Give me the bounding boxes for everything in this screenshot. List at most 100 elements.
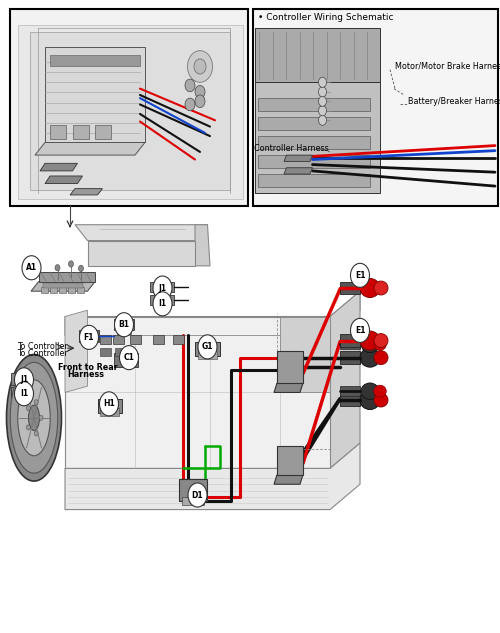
Text: Controller Harness: Controller Harness xyxy=(254,144,329,153)
Bar xyxy=(179,479,206,501)
Ellipse shape xyxy=(360,331,380,350)
Text: B1: B1 xyxy=(118,320,130,329)
Bar xyxy=(252,9,498,206)
Bar xyxy=(155,303,169,308)
Circle shape xyxy=(318,106,326,116)
Ellipse shape xyxy=(374,351,388,365)
Text: C1: C1 xyxy=(124,353,134,362)
Ellipse shape xyxy=(6,354,62,481)
Bar xyxy=(100,348,111,356)
Polygon shape xyxy=(255,28,380,82)
Polygon shape xyxy=(38,272,95,282)
Text: G1: G1 xyxy=(202,342,213,351)
Text: H1: H1 xyxy=(103,399,115,408)
Bar xyxy=(198,351,217,359)
Text: • Controller Wiring Schematic: • Controller Wiring Schematic xyxy=(258,13,393,22)
Polygon shape xyxy=(30,32,230,190)
Text: To Controller: To Controller xyxy=(18,349,68,358)
Bar xyxy=(41,287,48,293)
Bar xyxy=(155,290,169,295)
Ellipse shape xyxy=(374,385,386,398)
Text: A1: A1 xyxy=(26,263,37,272)
Text: Motor/Motor Brake Harness: Motor/Motor Brake Harness xyxy=(395,62,500,71)
Bar xyxy=(150,282,174,292)
Bar xyxy=(114,353,138,367)
Circle shape xyxy=(80,325,98,349)
Text: I1: I1 xyxy=(158,299,166,308)
Text: J1: J1 xyxy=(20,375,28,384)
Bar xyxy=(95,125,111,139)
Polygon shape xyxy=(65,291,360,335)
Ellipse shape xyxy=(360,348,380,367)
Circle shape xyxy=(188,483,207,507)
Polygon shape xyxy=(255,28,272,193)
Bar xyxy=(50,125,66,139)
Bar xyxy=(258,155,370,168)
Bar xyxy=(340,394,360,406)
Circle shape xyxy=(39,415,43,420)
Bar xyxy=(172,335,184,344)
Circle shape xyxy=(26,425,30,430)
Text: F1: F1 xyxy=(84,333,94,342)
Bar xyxy=(340,334,360,347)
Polygon shape xyxy=(277,446,303,475)
Polygon shape xyxy=(65,316,330,468)
Bar xyxy=(100,335,111,344)
Circle shape xyxy=(14,382,34,406)
Polygon shape xyxy=(31,282,95,291)
Circle shape xyxy=(350,318,370,342)
Bar xyxy=(79,330,99,342)
Polygon shape xyxy=(35,142,145,155)
Polygon shape xyxy=(18,25,242,199)
Bar xyxy=(11,373,37,385)
Bar xyxy=(182,497,204,505)
Bar xyxy=(50,287,56,293)
Bar xyxy=(258,98,370,111)
Polygon shape xyxy=(284,168,312,174)
Circle shape xyxy=(188,51,212,82)
Bar xyxy=(340,282,360,294)
Circle shape xyxy=(185,79,195,92)
Ellipse shape xyxy=(374,334,388,348)
Bar xyxy=(42,283,82,288)
Polygon shape xyxy=(284,155,312,161)
Polygon shape xyxy=(45,176,82,184)
Circle shape xyxy=(55,265,60,271)
Circle shape xyxy=(195,95,205,108)
Bar xyxy=(50,55,140,66)
Circle shape xyxy=(350,263,370,287)
Ellipse shape xyxy=(361,336,379,353)
Polygon shape xyxy=(45,47,145,142)
Polygon shape xyxy=(280,316,330,392)
Text: Harness: Harness xyxy=(68,370,104,379)
Ellipse shape xyxy=(374,393,388,407)
Bar xyxy=(59,287,66,293)
Bar xyxy=(195,342,220,356)
Polygon shape xyxy=(274,383,303,392)
Ellipse shape xyxy=(374,281,388,295)
Circle shape xyxy=(34,399,38,404)
Circle shape xyxy=(318,115,326,125)
Circle shape xyxy=(194,59,206,74)
Bar xyxy=(258,174,370,187)
Circle shape xyxy=(318,77,326,87)
Ellipse shape xyxy=(360,279,380,298)
Circle shape xyxy=(114,313,134,337)
Circle shape xyxy=(153,276,172,300)
Bar xyxy=(340,386,360,396)
Bar xyxy=(100,408,119,416)
Text: D1: D1 xyxy=(192,491,203,499)
Bar xyxy=(98,399,122,413)
Bar xyxy=(84,340,94,345)
Bar xyxy=(115,348,126,356)
Ellipse shape xyxy=(361,383,379,399)
Polygon shape xyxy=(40,163,78,171)
Bar xyxy=(117,327,131,334)
Bar xyxy=(112,335,124,344)
Polygon shape xyxy=(255,82,380,193)
Bar xyxy=(77,287,84,293)
Polygon shape xyxy=(88,241,195,266)
Text: Battery/Breaker Harness: Battery/Breaker Harness xyxy=(408,97,500,106)
Bar xyxy=(11,387,37,399)
Text: E1: E1 xyxy=(355,326,365,335)
